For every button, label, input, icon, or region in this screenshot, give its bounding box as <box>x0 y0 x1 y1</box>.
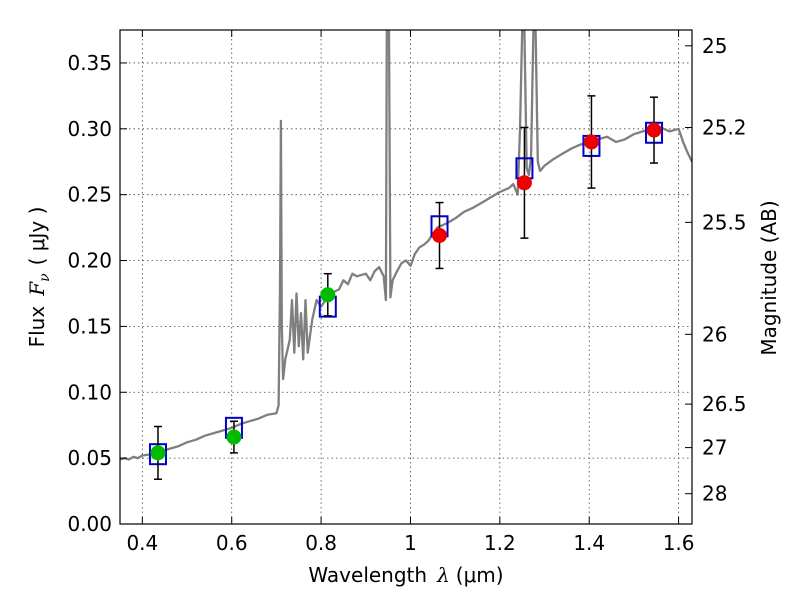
green-data-point <box>226 429 242 445</box>
red-data-point <box>516 175 532 191</box>
right-tick-label: 26 <box>702 322 727 346</box>
red-data-point <box>646 122 662 138</box>
y-axis-label: FluxFν( μJy ) <box>25 207 53 348</box>
plot-area <box>120 30 692 480</box>
right-tick-label: 25.2 <box>702 115 747 139</box>
right-tick-label: 25 <box>702 34 727 58</box>
x-tick-label: 1.4 <box>573 531 605 555</box>
y-tick-label: 0.20 <box>67 249 112 273</box>
x-tick-label: 0.8 <box>305 531 337 555</box>
x-tick-label: 1.6 <box>663 531 695 555</box>
y-tick-label: 0.10 <box>67 380 112 404</box>
x-tick-label: 0.6 <box>216 531 248 555</box>
red-data-point <box>583 134 599 150</box>
y-tick-label: 0.30 <box>67 117 112 141</box>
y-tick-label: 0.00 <box>67 512 112 536</box>
y-tick-label: 0.05 <box>67 446 112 470</box>
axis-ticks: 0.4 0.6 0.8 1 1.2 1.4 1.6 0.00 0.05 0.10 0.15 0.20 0… <box>67 30 747 555</box>
right-tick-label: 27 <box>702 436 727 460</box>
x-tick-label: 1.2 <box>484 531 516 555</box>
y-tick-label: 0.35 <box>67 51 112 75</box>
grid <box>120 30 692 525</box>
x-tick-label: 0.4 <box>126 531 158 555</box>
y-tick-label: 0.25 <box>67 183 112 207</box>
right-tick-label: 28 <box>702 482 727 506</box>
x-tick-label: 1 <box>404 531 417 555</box>
right-tick-label: 25.5 <box>702 210 747 234</box>
x-axis-label: Wavelength λ (μm) <box>308 563 503 587</box>
plot-frame <box>119 29 693 525</box>
right-axis-label: Magnitude (AB) <box>757 200 781 355</box>
red-data-point <box>432 228 448 244</box>
y-tick-label: 0.15 <box>67 314 112 338</box>
right-tick-label: 26.5 <box>702 392 747 416</box>
spectrum-line <box>120 30 692 461</box>
green-data-point <box>150 445 166 461</box>
green-data-point <box>320 287 336 303</box>
